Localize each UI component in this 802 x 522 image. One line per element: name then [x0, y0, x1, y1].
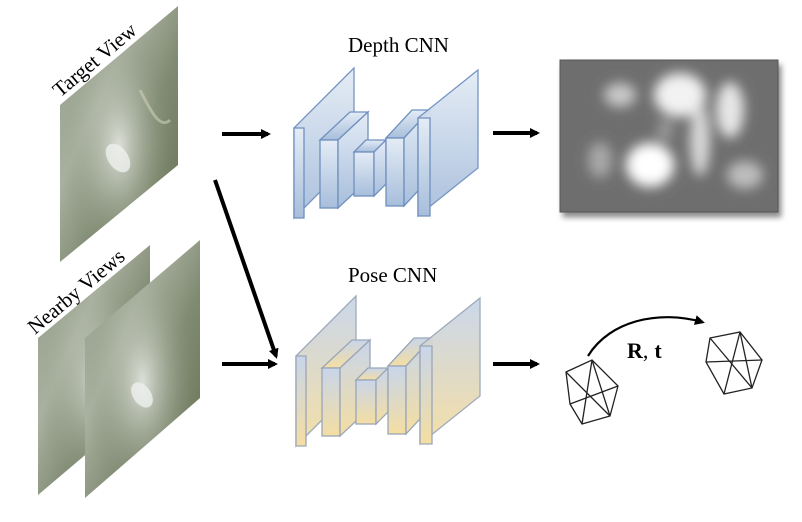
depth-map-output	[559, 59, 779, 213]
camera-pose-source-icon	[565, 359, 619, 425]
depth-cnn-encoder-decoder	[293, 66, 479, 220]
pose-cnn-encoder-decoder	[295, 294, 481, 448]
rotation-symbol: R	[627, 338, 644, 363]
arrow-target-to-pose	[213, 179, 279, 359]
pose-cnn-title: Pose CNN	[348, 263, 437, 287]
nearby-view-image-front	[85, 240, 200, 498]
camera-pose-target-icon	[705, 331, 763, 395]
target-view-image	[60, 6, 178, 262]
motion-separator: ,	[643, 338, 649, 363]
depth-cnn-title: Depth CNN	[348, 33, 449, 57]
relative-motion-arrow	[587, 315, 705, 357]
translation-symbol: t	[654, 338, 662, 363]
rotation-translation-label: R, t	[627, 338, 662, 363]
